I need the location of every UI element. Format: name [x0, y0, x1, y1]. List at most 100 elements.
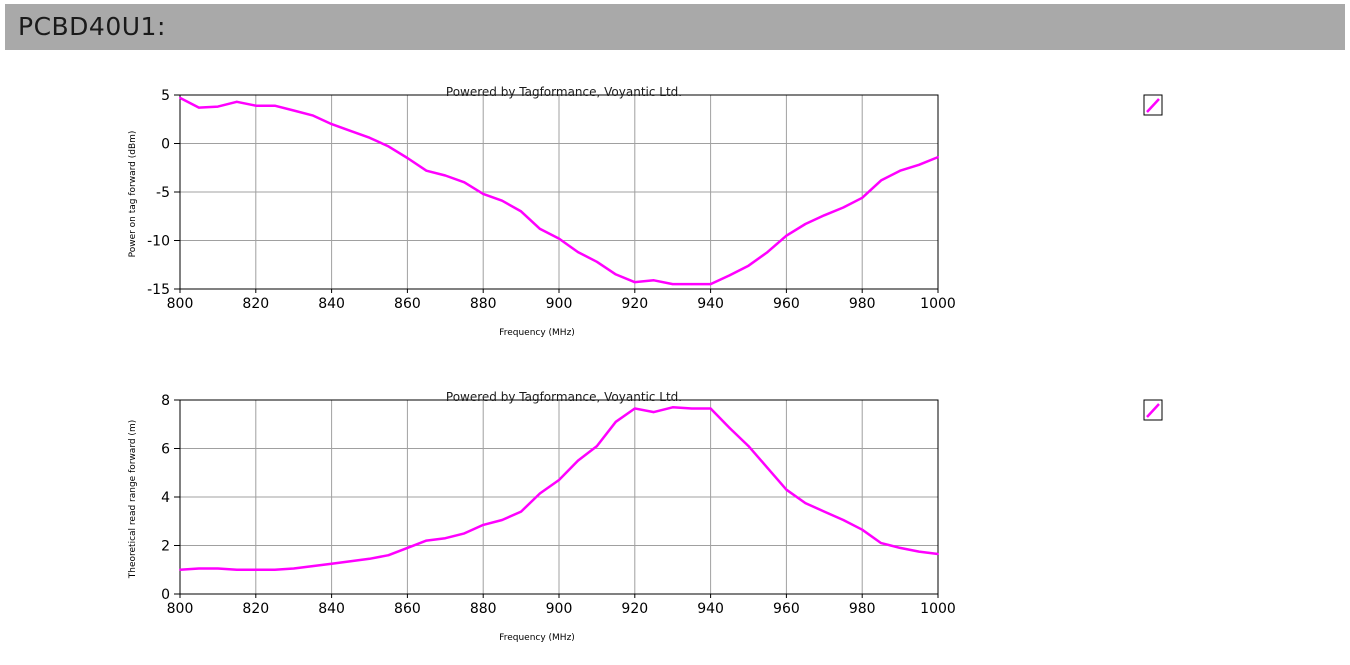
data-point: [273, 568, 276, 571]
y-tick-label: 0: [161, 137, 170, 153]
data-point: [501, 199, 504, 202]
data-point: [823, 214, 826, 217]
x-tick-label: 820: [242, 296, 269, 312]
data-point: [501, 519, 504, 522]
data-point: [387, 145, 390, 148]
y-tick-label: -10: [147, 234, 170, 250]
data-point: [330, 123, 333, 126]
data-point: [311, 114, 314, 117]
data-point: [463, 532, 466, 535]
data-point: [179, 96, 181, 99]
data-point: [804, 223, 807, 226]
data-point: [216, 105, 219, 108]
x-axis-title: Frequency (MHz): [499, 328, 575, 338]
data-point: [576, 251, 579, 254]
data-point: [576, 459, 579, 462]
x-tick-label: 960: [773, 296, 800, 312]
data-point: [235, 100, 238, 103]
data-point: [899, 169, 902, 172]
x-tick-label: 800: [167, 601, 194, 617]
x-tick-label: 920: [621, 296, 648, 312]
data-point: [766, 466, 769, 469]
chart-2: 800 820 840 860 880 900 920 940 960 980 1000 8 6 4 2 0 P…: [128, 390, 1163, 643]
data-point: [728, 426, 731, 429]
data-point: [804, 502, 807, 505]
x-axis-title: Frequency (MHz): [499, 633, 575, 643]
data-point: [880, 542, 883, 545]
data-point: [425, 169, 428, 172]
legend-line: [1146, 403, 1160, 418]
x-tick-label: 920: [621, 601, 648, 617]
data-point: [671, 283, 674, 286]
data-point: [899, 546, 902, 549]
data-point: [595, 260, 598, 263]
x-tick-label: 980: [849, 296, 876, 312]
x-tick-label: 860: [394, 296, 421, 312]
x-tick-label: 820: [242, 601, 269, 617]
x-tick-label: 900: [546, 296, 573, 312]
data-point: [671, 406, 674, 409]
data-point: [368, 557, 371, 560]
x-tick-label: 1000: [920, 601, 956, 617]
legend-icon: [1143, 399, 1163, 421]
x-tick-label: 880: [470, 601, 497, 617]
data-point: [520, 510, 523, 513]
chart-watermark: Powered by Tagformance, Voyantic Ltd.: [446, 390, 682, 404]
data-point: [425, 539, 428, 542]
data-point: [482, 192, 485, 195]
data-point: [520, 210, 523, 213]
section-header: PCBD40U1:: [5, 4, 1345, 50]
data-point: [368, 136, 371, 139]
y-tick-label: -5: [156, 185, 170, 201]
data-point: [482, 523, 485, 526]
x-tick-label: 960: [773, 601, 800, 617]
data-point: [406, 157, 409, 160]
data-point: [747, 445, 750, 448]
x-tick-label: 840: [318, 296, 345, 312]
data-point: [728, 274, 731, 277]
data-point: [747, 264, 750, 267]
x-tick-label: 900: [546, 601, 573, 617]
data-point: [709, 407, 712, 410]
data-point: [861, 528, 864, 531]
plot-frame: [179, 94, 939, 290]
data-point: [937, 156, 939, 159]
data-point: [690, 407, 693, 410]
data-point: [785, 234, 788, 237]
y-tick-label: -15: [147, 282, 170, 298]
y-tick-label: 2: [161, 539, 170, 555]
x-tick-label: 880: [470, 296, 497, 312]
data-point: [444, 174, 447, 177]
data-point: [254, 568, 257, 571]
data-point: [349, 560, 352, 563]
data-point: [463, 181, 466, 184]
data-point: [842, 519, 845, 522]
data-point: [652, 279, 655, 282]
data-point: [292, 567, 295, 570]
y-axis-title: Power on tag forward (dBm): [128, 131, 138, 258]
data-point: [539, 492, 542, 495]
data-point: [766, 251, 769, 254]
legend-icon: [1143, 94, 1163, 116]
y-tick-label: 0: [161, 587, 170, 603]
legend-line: [1146, 98, 1160, 113]
data-point: [652, 411, 655, 414]
data-point: [842, 206, 845, 209]
data-point: [823, 510, 826, 513]
data-point: [558, 237, 560, 240]
data-point: [235, 568, 238, 571]
chart-watermark: Powered by Tagformance, Voyantic Ltd.: [446, 85, 682, 99]
chart-1: 800 820 840 860 880 900 920 940 960 980 1000 5 0 -5 -1…: [128, 85, 1163, 338]
x-tick-label: 1000: [920, 296, 956, 312]
data-point: [254, 104, 257, 107]
x-tick-label: 940: [697, 296, 724, 312]
data-point: [614, 273, 617, 276]
section-title: PCBD40U1:: [18, 12, 166, 41]
x-tick-label: 840: [318, 601, 345, 617]
data-point: [633, 407, 636, 410]
y-tick-label: 5: [161, 88, 170, 104]
x-tick-label: 980: [849, 601, 876, 617]
data-point: [614, 420, 617, 423]
data-point: [387, 554, 390, 557]
